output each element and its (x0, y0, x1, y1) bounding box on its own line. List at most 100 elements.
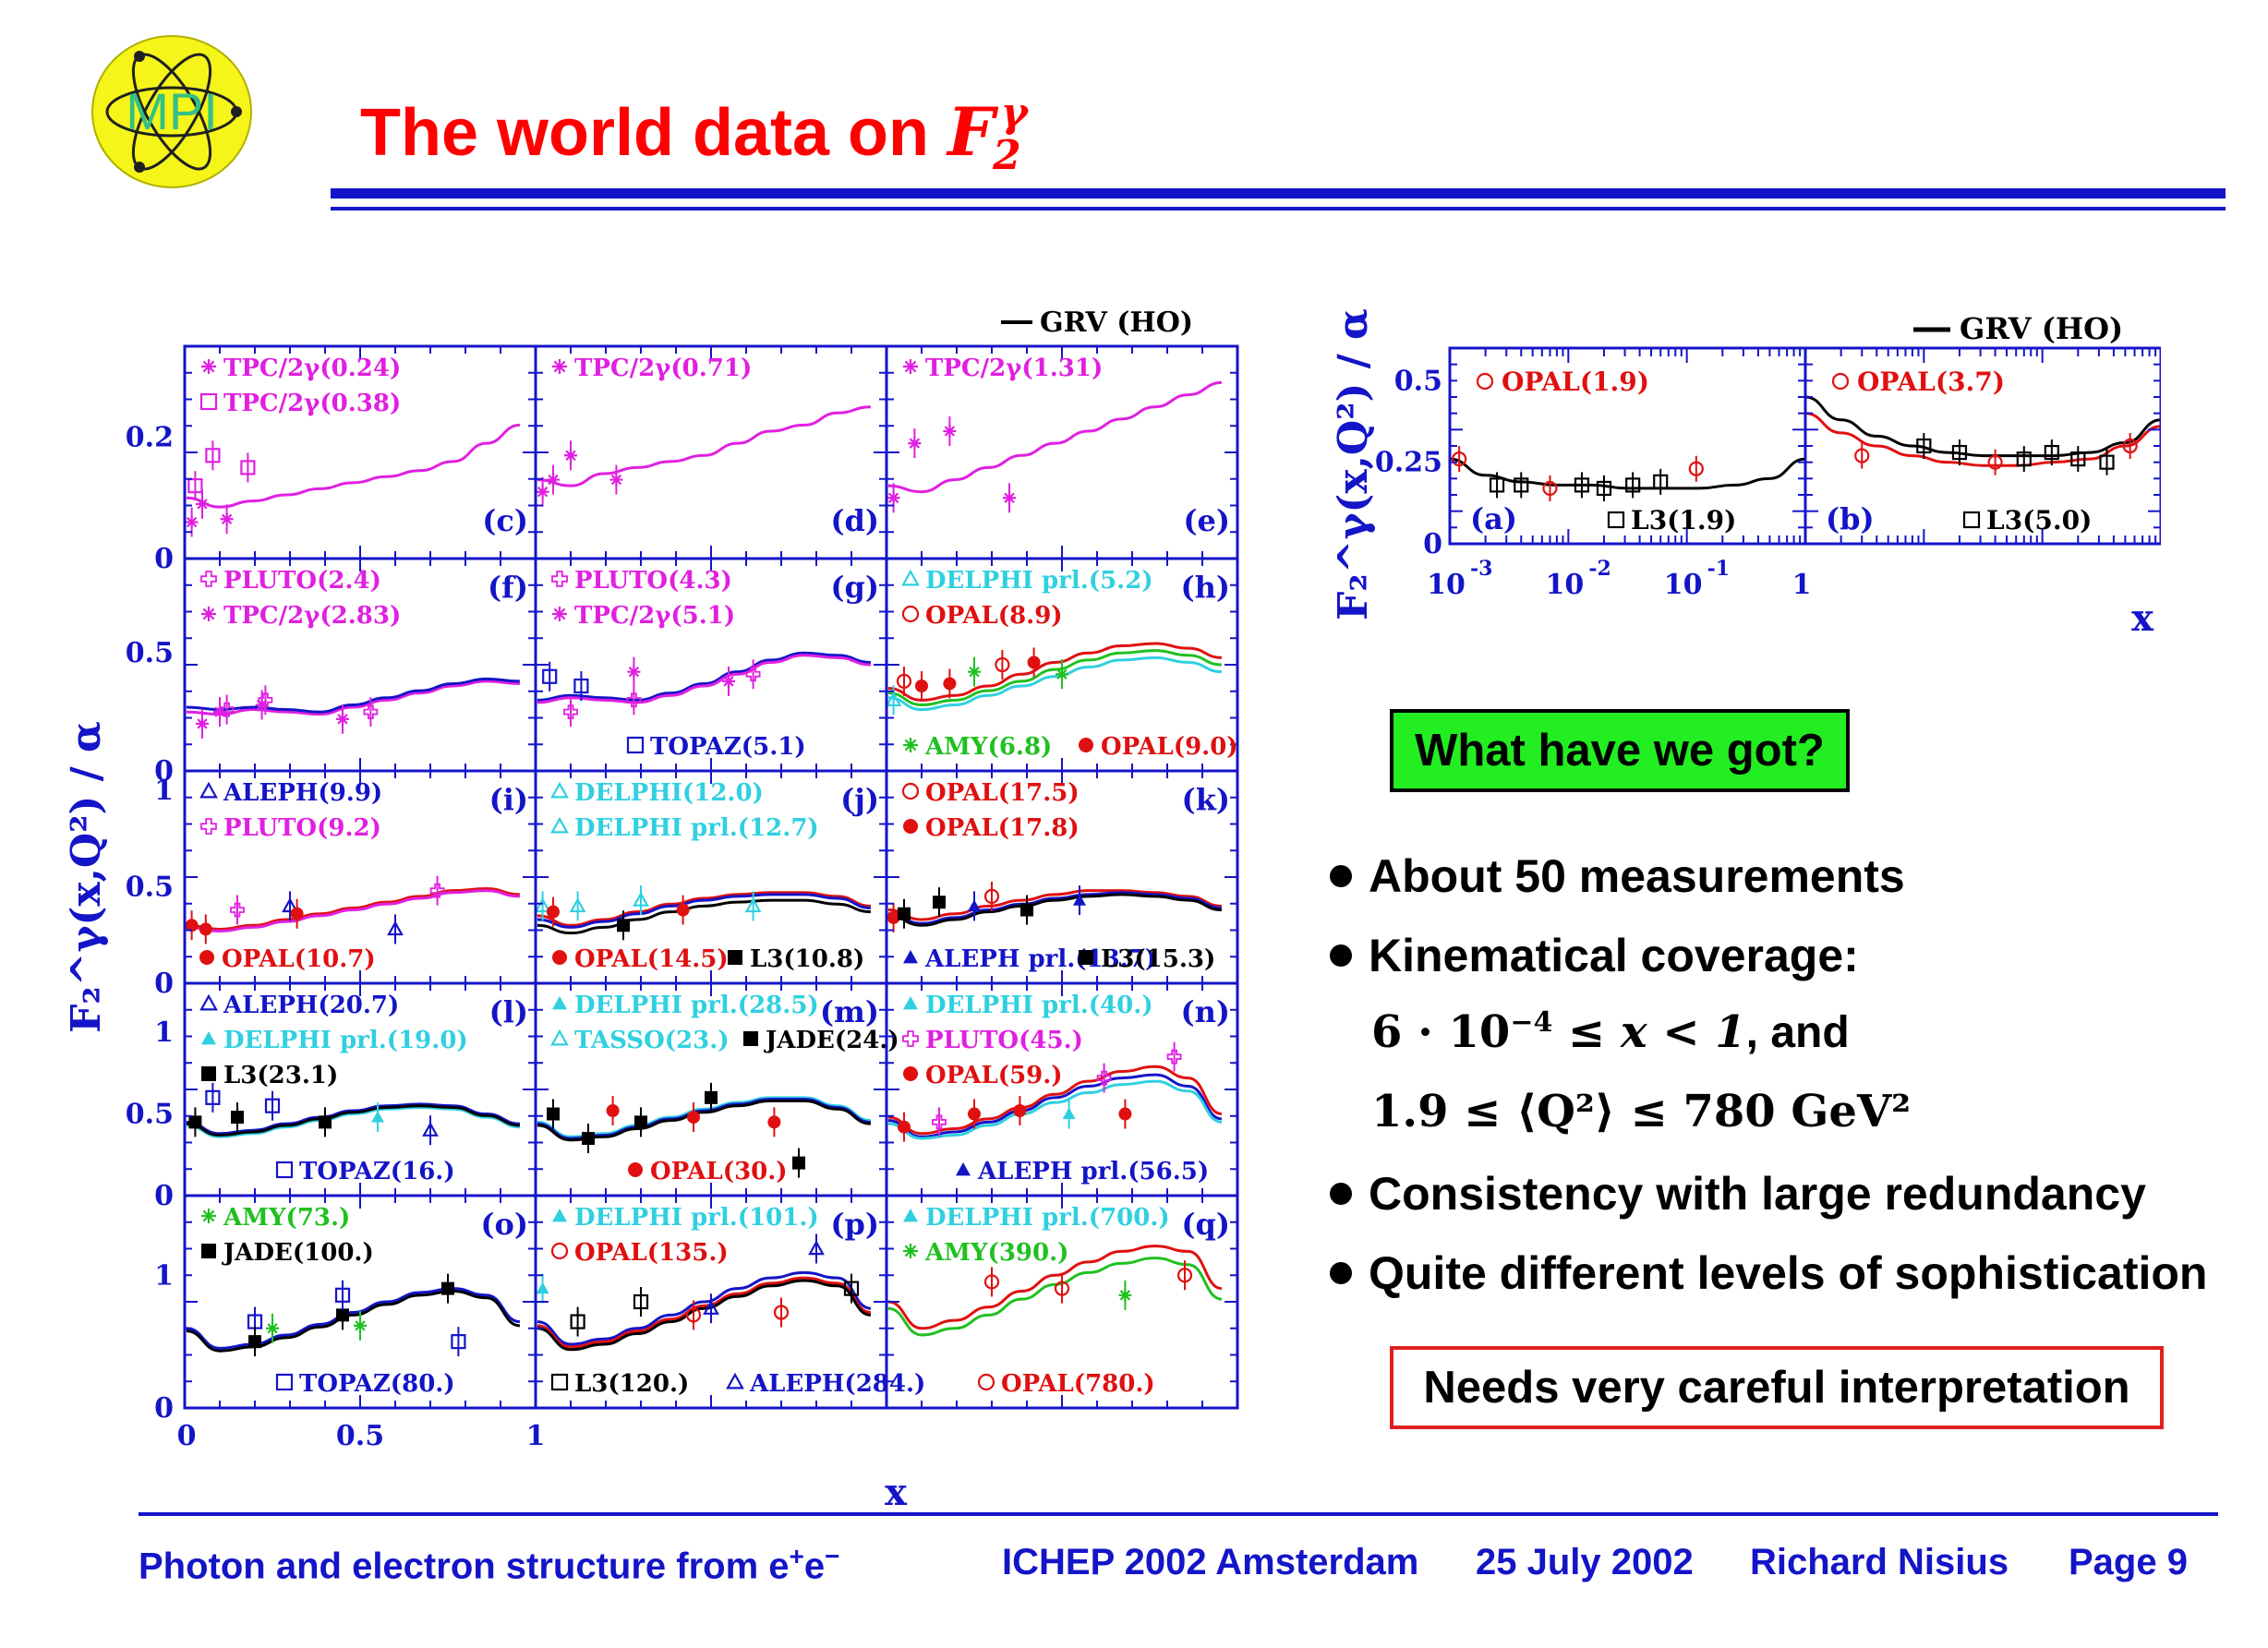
legend-marker (903, 1209, 918, 1222)
panel-label: (e) (1183, 503, 1230, 538)
legend-marker (201, 359, 216, 374)
legend-entry: JADE(100.) (201, 1239, 374, 1267)
legend-entry: DELPHI prl.(19.0) (201, 1027, 468, 1054)
grv-curve (887, 380, 1222, 494)
data-point (609, 473, 623, 487)
data-point (536, 1281, 549, 1294)
x-tick-exp: -3 (1470, 557, 1492, 581)
data-point (705, 1090, 718, 1104)
panel-e: (e) TPC/2γ(1.31) (885, 344, 1239, 560)
grv-curve (186, 1104, 520, 1137)
legend-label: OPAL(17.8) (925, 814, 1080, 842)
data-point (1118, 1288, 1132, 1302)
title-text: The world data on (360, 96, 930, 170)
legend-marker (1476, 372, 1494, 391)
grv-curve (887, 893, 1222, 927)
legend-label: L3(120.) (574, 1370, 689, 1398)
legend-label: PLUTO(2.4) (223, 567, 381, 595)
grv-curve (887, 1257, 1223, 1337)
data-point (536, 485, 549, 499)
legend-marker (903, 1066, 918, 1081)
legend-marker (275, 1161, 294, 1179)
legend-entry: OPAL(17.5) (901, 779, 1080, 807)
panel-f: (f) PLUTO(2.4) TPC/2γ(2.83) (183, 557, 537, 773)
legend-marker (901, 569, 920, 586)
legend-label: PLUTO(45.) (925, 1027, 1083, 1054)
data-point (547, 905, 560, 919)
legend-label: OPAL(8.9) (925, 602, 1063, 630)
legend-entry: L3(1.9) (1607, 505, 1736, 535)
data-point (634, 1115, 647, 1129)
data-point (187, 478, 203, 494)
data-point (563, 704, 578, 720)
data-point (2070, 451, 2086, 467)
legend-marker (201, 1031, 216, 1045)
legend-label: DELPHI prl.(12.7) (574, 814, 819, 842)
data-point (290, 907, 304, 920)
legend-label: DELPHI prl.(700.) (925, 1204, 1170, 1232)
panel-label: (k) (1182, 782, 1230, 817)
panel-label: (q) (1181, 1207, 1230, 1242)
legend-label: AMY(390.) (924, 1239, 1068, 1267)
legend-entry: OPAL(1.9) (1476, 367, 1649, 397)
data-point (1003, 491, 1016, 505)
x-axis-label: x (885, 1471, 908, 1514)
data-point (1020, 903, 1033, 917)
data-point (943, 677, 957, 691)
data-point (266, 1321, 279, 1335)
legend-entry: OPAL(17.8) (903, 814, 1080, 842)
data-point (722, 674, 735, 688)
legend-entry: AMY(390.) (903, 1239, 1068, 1267)
coverage-x-range: 6 · 10−4 ≤ x < 1, and (1371, 1006, 1850, 1058)
data-point (744, 897, 762, 913)
data-point (1987, 454, 2003, 470)
legend-entry: AMY(73.) (201, 1204, 350, 1232)
legend-label: PLUTO(9.2) (223, 814, 381, 842)
legend-entry: OPAL(30.) (628, 1158, 788, 1185)
x-tick-base: 10 (1545, 569, 1584, 601)
legend-entry: OPAL(14.5) (552, 945, 729, 973)
legend-marker (1079, 950, 1093, 965)
legend-entry: OPAL(3.7) (1831, 367, 2005, 397)
grv-curve (887, 1073, 1223, 1138)
data-point (627, 665, 641, 679)
legend-marker (901, 605, 920, 623)
y-tick-label: 0 (154, 968, 174, 1000)
legend-marker (903, 819, 918, 834)
data-point (451, 1334, 466, 1350)
legend-label: OPAL(3.7) (1857, 367, 2005, 397)
data-point (1574, 477, 1590, 493)
grv-curve (887, 642, 1222, 702)
legend-label: ALEPH(9.9) (223, 779, 382, 807)
data-point (898, 1120, 911, 1134)
data-point (915, 680, 928, 692)
legend-marker (902, 1030, 919, 1047)
legend-entry: TPC/2γ(0.71) (552, 355, 752, 382)
data-point (773, 1305, 790, 1320)
legend-entry: TPC/2γ(1.31) (903, 355, 1103, 382)
data-point (1653, 474, 1669, 489)
legend-marker (201, 1244, 216, 1258)
grv-curve (537, 405, 871, 487)
legend-marker (1962, 511, 1981, 529)
legend-marker (903, 738, 918, 752)
data-point (205, 1089, 221, 1105)
grv-curve (887, 649, 1222, 706)
panel-n: (n) DELPHI prl.(40.) PLUTO(45.) OPAL(59.) AL… (885, 981, 1239, 1197)
data-point (1916, 438, 1932, 454)
legend-entry: AMY(6.8) (903, 733, 1052, 761)
legend-entry: ALEPH(20.7) (199, 992, 399, 1019)
legend-label: DELPHI prl.(5.2) (925, 567, 1153, 595)
legend-label: L3(10.8) (750, 945, 864, 973)
panel-label: (m) (820, 994, 879, 1029)
data-point (1062, 1107, 1076, 1120)
grv-curve (186, 677, 520, 714)
data-point (1166, 1049, 1182, 1065)
data-point (185, 919, 199, 932)
legend-entry: PLUTO(2.4) (200, 567, 381, 595)
bullet-sophistication: Quite different levels of sophistication (1330, 1246, 2207, 1300)
legend-label: TOPAZ(80.) (299, 1370, 455, 1398)
data-point (792, 1156, 805, 1170)
legend-entry: L3(5.0) (1962, 505, 2092, 535)
legend-marker (743, 1031, 758, 1046)
